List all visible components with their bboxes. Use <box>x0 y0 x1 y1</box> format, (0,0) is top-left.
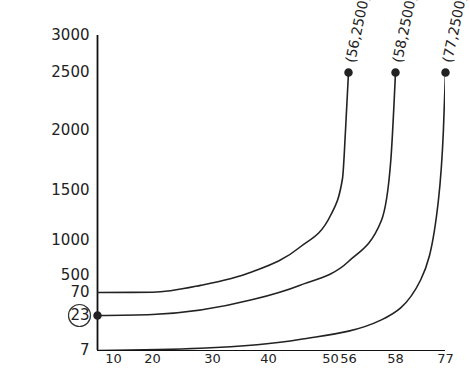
svg-text:2500: 2500 <box>51 63 89 81</box>
svg-text:(56,2500): (56,2500) <box>342 0 372 64</box>
svg-text:58: 58 <box>387 351 404 366</box>
svg-text:1000: 1000 <box>51 231 89 249</box>
svg-text:(58,2500): (58,2500) <box>389 0 419 64</box>
svg-text:(77,2500): (77,2500) <box>439 0 469 64</box>
svg-text:56: 56 <box>340 351 357 366</box>
svg-text:30: 30 <box>204 351 221 366</box>
svg-text:2000: 2000 <box>51 121 89 139</box>
svg-text:10: 10 <box>105 351 122 366</box>
svg-text:500: 500 <box>61 266 90 284</box>
svg-text:7: 7 <box>80 341 90 359</box>
svg-text:23: 23 <box>70 306 89 324</box>
svg-text:50: 50 <box>322 351 339 366</box>
svg-text:70: 70 <box>70 283 89 301</box>
svg-text:1500: 1500 <box>51 181 89 199</box>
svg-text:20: 20 <box>144 351 161 366</box>
svg-text:77: 77 <box>437 351 454 366</box>
svg-text:3000: 3000 <box>51 26 89 44</box>
svg-text:40: 40 <box>260 351 277 366</box>
